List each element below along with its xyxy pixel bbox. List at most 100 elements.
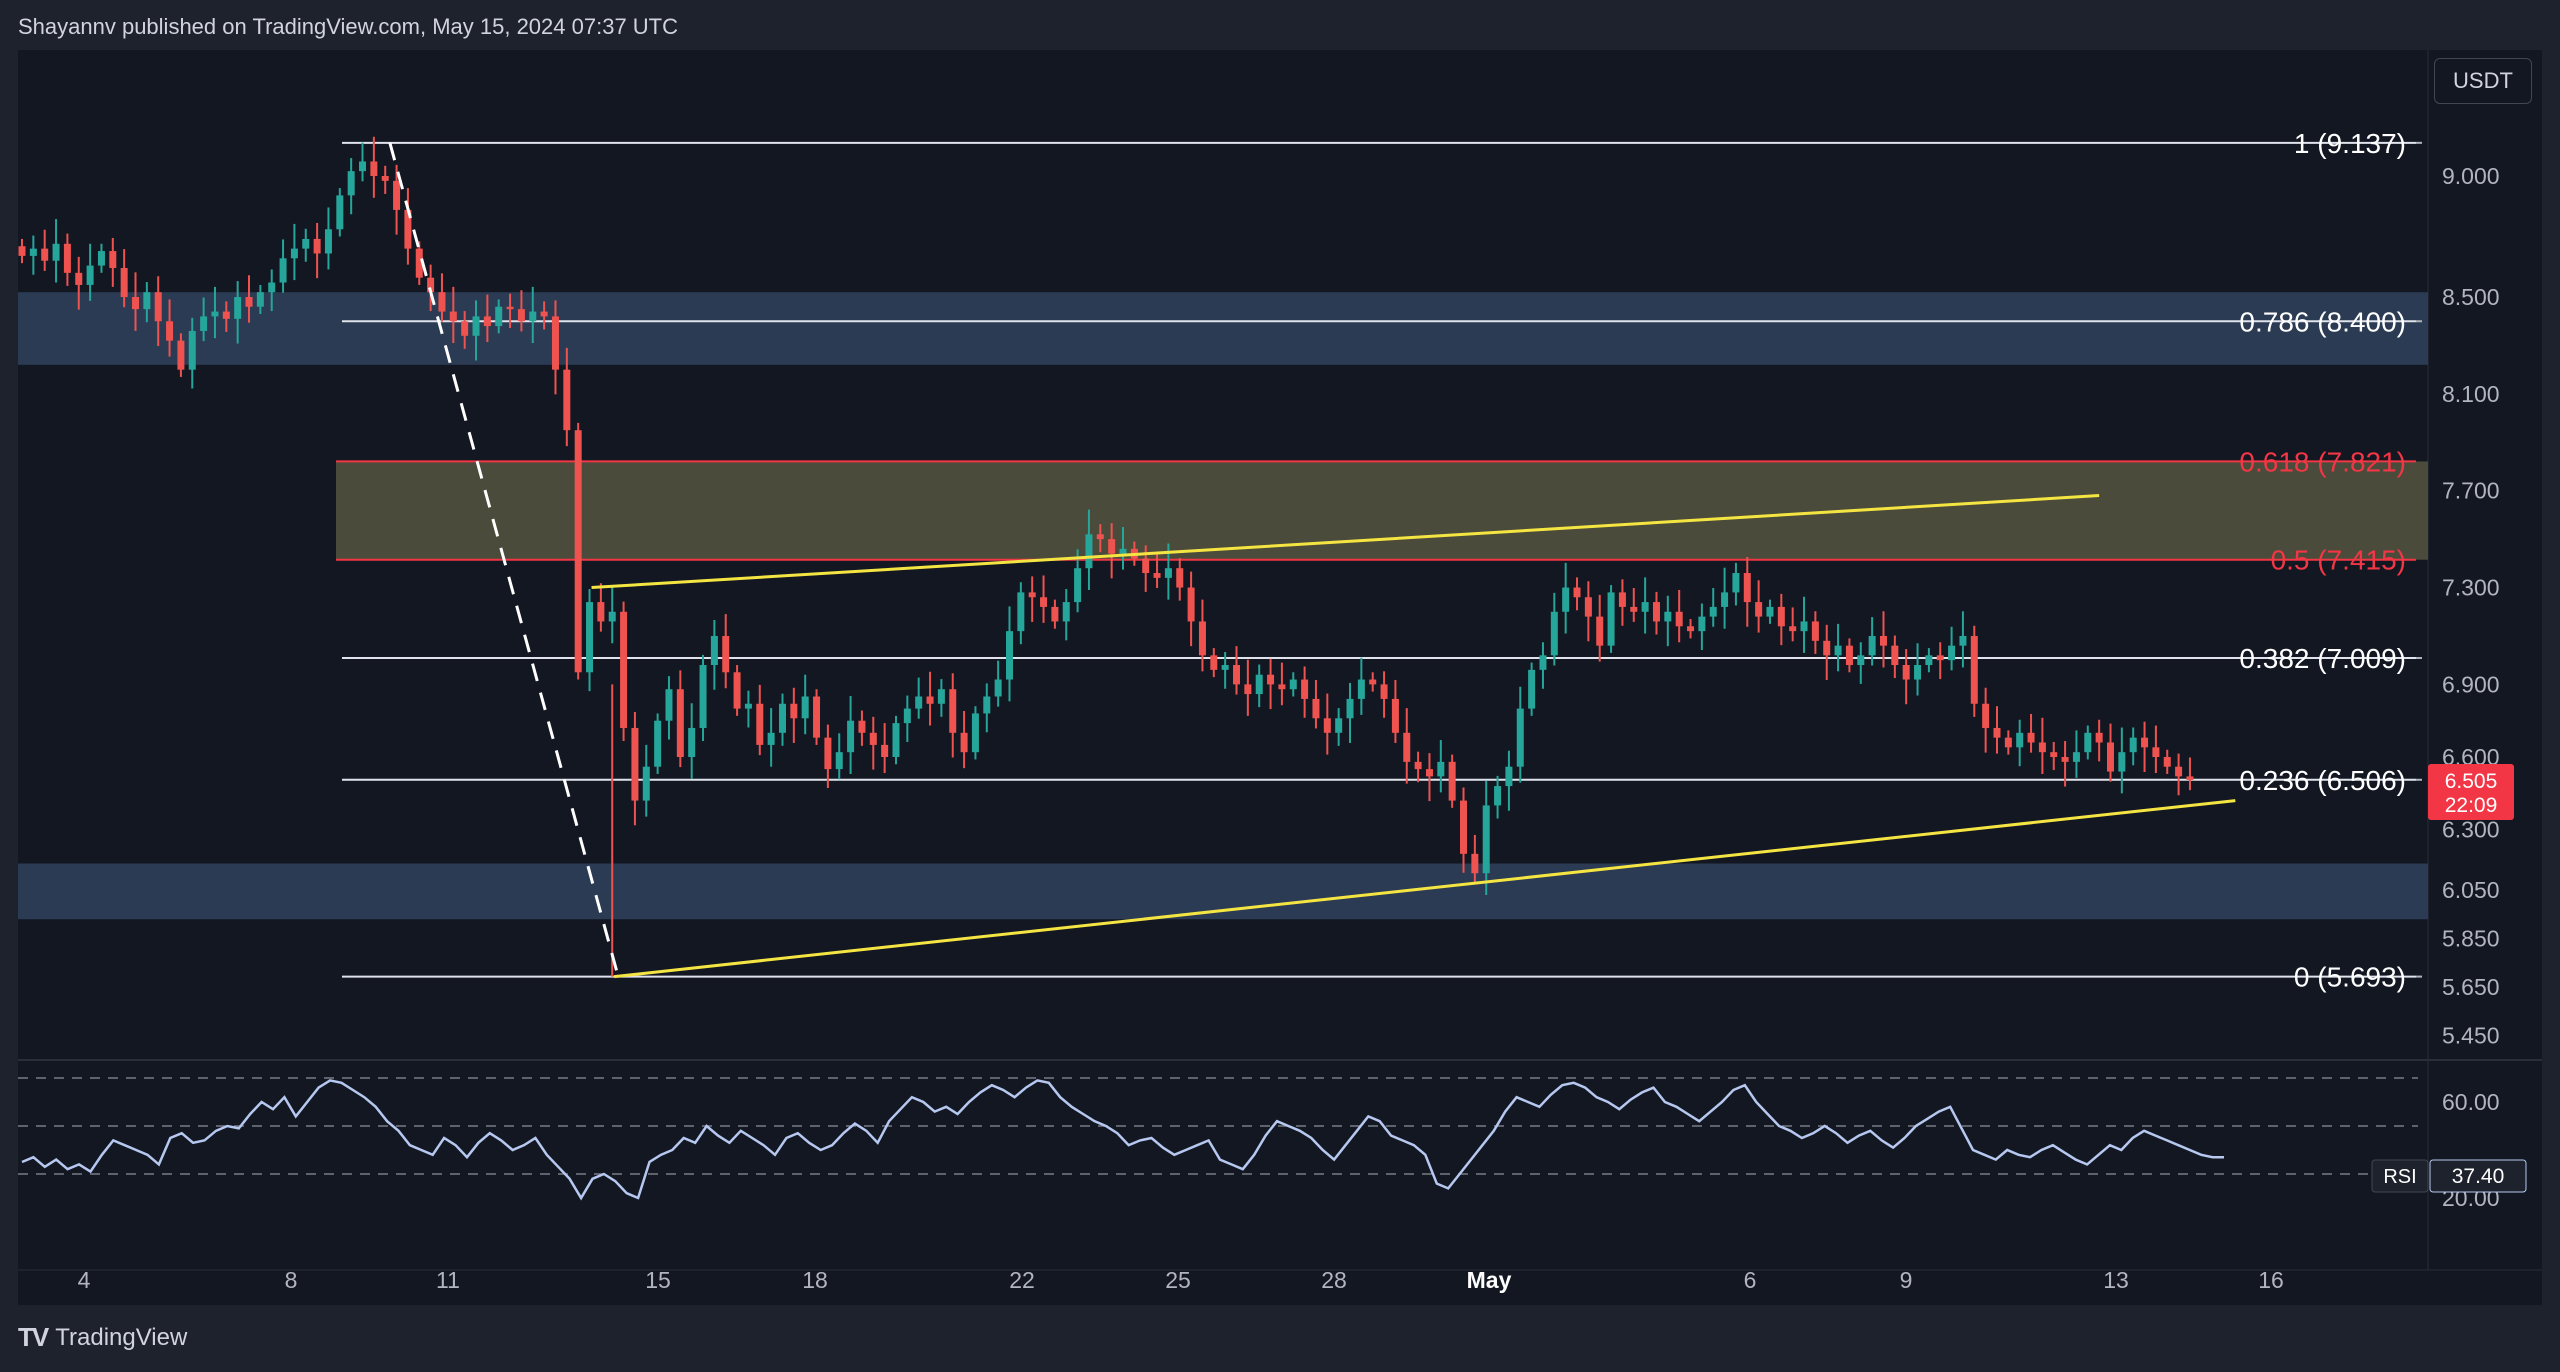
footer-brand[interactable]: TV TradingView [18, 1322, 187, 1353]
candle-body [2095, 732, 2103, 743]
candle-body [1494, 786, 1502, 806]
tradingview-logo-icon: TV [18, 1322, 49, 1352]
candle-body [835, 752, 843, 770]
candle-body [1845, 645, 1853, 666]
candle-body [1062, 602, 1070, 622]
time-label: 13 [2103, 1267, 2129, 1293]
candle-body [858, 720, 866, 733]
chart-area[interactable]: 1 (9.137) 0.786 (8.400) 0.618 (7.821) 0.5 (… [18, 50, 2542, 1305]
candle-body [1074, 568, 1082, 603]
candle-body [1040, 597, 1048, 607]
candle-body [302, 238, 310, 249]
price-chart[interactable]: 1 (9.137) 0.786 (8.400) 0.618 (7.821) 0.5 (… [18, 50, 2542, 1305]
candle-body [1891, 645, 1899, 666]
candle-body [370, 161, 378, 176]
candle-body [2084, 732, 2092, 753]
candle-body [1448, 761, 1456, 801]
candle-body [324, 229, 332, 254]
candle-body [1914, 665, 1922, 680]
candle-body [381, 176, 389, 181]
candle-body [620, 611, 628, 728]
candle-body [1255, 674, 1263, 695]
candle-body [1948, 645, 1956, 661]
candle-body [1323, 718, 1331, 733]
candle-body [1119, 548, 1127, 554]
candle-body [813, 696, 821, 738]
candle-body [177, 340, 185, 370]
candle-body [733, 672, 741, 709]
candle-body [892, 723, 900, 758]
candle-body [1482, 805, 1490, 874]
candle-body [1823, 640, 1831, 656]
candle-body [2027, 732, 2035, 743]
candle-body [915, 696, 923, 709]
candle-body [1289, 679, 1297, 690]
candle-body [222, 311, 230, 319]
candle-body [2118, 752, 2126, 772]
candle-body [676, 689, 684, 758]
candle-body [1584, 597, 1592, 617]
candle-body [642, 766, 650, 801]
candle-body [188, 330, 196, 370]
rsi-label: RSI [2383, 1166, 2416, 1188]
candle-body [778, 703, 786, 733]
candle-body [2129, 737, 2137, 753]
candle-body [86, 265, 94, 285]
candle-body [2038, 742, 2046, 753]
candle-body [1357, 679, 1365, 699]
fib-label-0: 0 (5.693) [2294, 962, 2406, 993]
candle-body [63, 243, 71, 273]
candle-body [1108, 539, 1116, 554]
candle-body [347, 171, 355, 196]
candle-body [1210, 655, 1218, 670]
candle-body [2061, 757, 2069, 762]
candle-body [290, 248, 298, 259]
candle-body [1198, 621, 1206, 656]
candle-body [1630, 606, 1638, 612]
impulse-wave-line [388, 142, 620, 977]
fib-label-0-382: 0.382 (7.009) [2239, 643, 2406, 674]
candle-body [608, 611, 616, 622]
candle-body [495, 306, 503, 327]
candle-body [154, 292, 162, 322]
candle-body [1335, 718, 1343, 733]
candle-body [1380, 684, 1388, 699]
lower-channel-trendline [614, 799, 2236, 979]
candle-body [597, 602, 605, 622]
candle-body [200, 316, 208, 331]
candle-body [109, 251, 117, 268]
candle-body [994, 679, 1002, 697]
candle-body [245, 297, 253, 307]
price-tick-label: 6.900 [2442, 671, 2500, 697]
rsi-line [21, 1079, 2224, 1201]
candle-body [2050, 752, 2058, 758]
candle-body [1664, 611, 1672, 622]
candle-body [336, 195, 344, 230]
candle-body [1970, 635, 1978, 704]
candle-body [52, 243, 60, 261]
candle-body [2141, 737, 2149, 748]
candle-body [18, 246, 26, 256]
candle-body [449, 311, 457, 322]
currency-button[interactable]: USDT [2434, 58, 2532, 104]
candle-body [41, 248, 49, 261]
fib-label-1: 1 (9.137) [2294, 128, 2406, 159]
candle-body [1505, 766, 1513, 787]
candle-body [517, 309, 525, 322]
candle-body [211, 311, 219, 317]
candle-body [1777, 606, 1785, 627]
candle-body [529, 311, 537, 322]
candle-body [438, 292, 446, 312]
candle-body [937, 689, 945, 704]
resistance-zone [18, 292, 2428, 365]
candle-body [869, 732, 877, 745]
candle-body [1902, 665, 1910, 680]
candle-body [404, 209, 412, 249]
candle-body [1857, 655, 1865, 666]
time-label: May [1467, 1267, 1512, 1293]
candle-body [1743, 573, 1751, 603]
fib-label-0-786: 0.786 (8.400) [2239, 306, 2406, 337]
candle-body [1153, 573, 1161, 578]
candle-body [983, 696, 991, 714]
candle-body [960, 732, 968, 753]
